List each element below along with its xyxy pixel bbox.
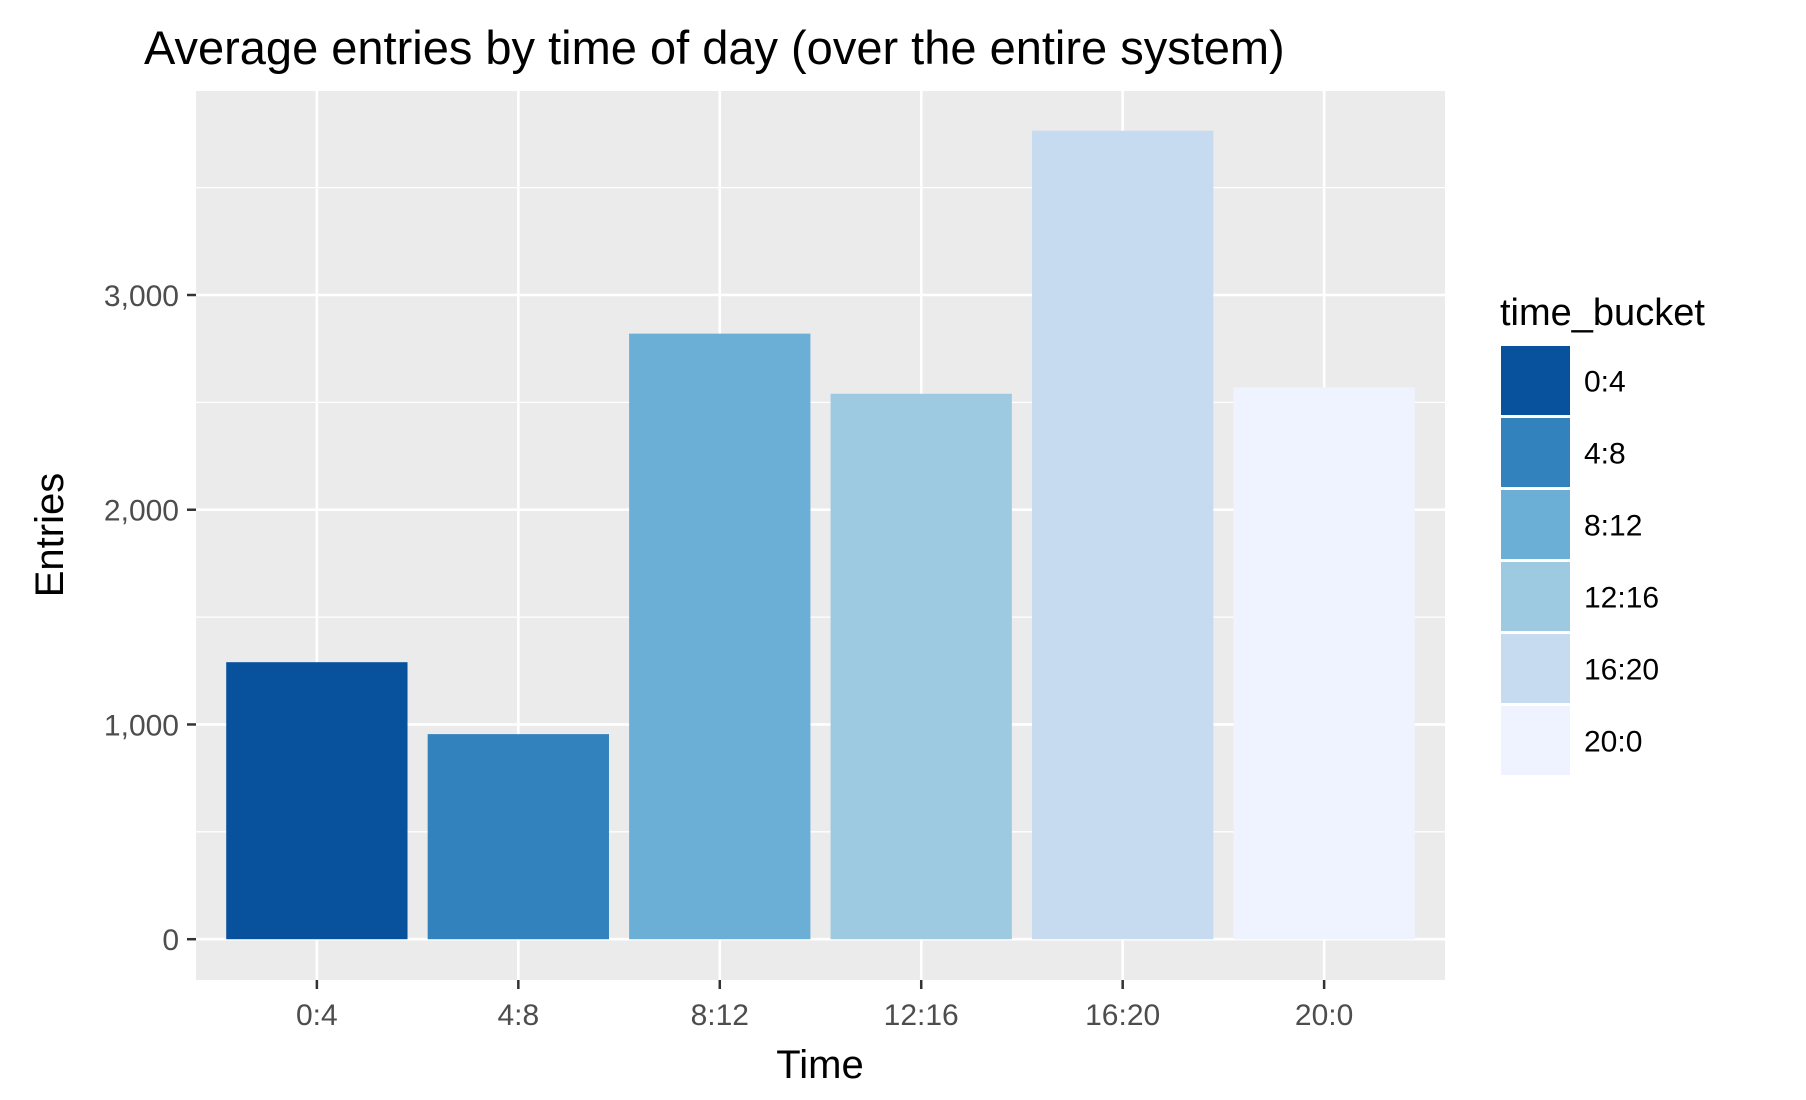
y-tick-label-3: 3,000 <box>104 280 179 313</box>
legend-label-0: 0:4 <box>1584 366 1626 399</box>
x-tick-label-0: 0:4 <box>296 999 338 1032</box>
legend-key-5 <box>1501 706 1570 775</box>
bar-3 <box>830 393 1012 940</box>
bar-1 <box>427 734 609 940</box>
legend-key-4 <box>1501 634 1570 703</box>
y-tick-label-1: 1,000 <box>104 709 179 742</box>
x-tick-label-2: 8:12 <box>691 999 749 1032</box>
bar-0 <box>226 662 408 940</box>
legend-label-2: 8:12 <box>1584 510 1642 543</box>
x-tick-label-4: 16:20 <box>1085 999 1160 1032</box>
legend-key-3 <box>1501 562 1570 631</box>
x-tick-label-1: 4:8 <box>497 999 539 1032</box>
bar-5 <box>1233 387 1415 940</box>
legend-label-5: 20:0 <box>1584 726 1642 759</box>
legend-key-2 <box>1501 490 1570 559</box>
bar-4 <box>1032 130 1214 940</box>
legend-title: time_bucket <box>1500 292 1705 334</box>
x-tick-label-5: 20:0 <box>1295 999 1353 1032</box>
x-axis: 0:4 4:8 8:12 12:16 16:20 20:0 <box>296 980 1353 1032</box>
legend: time_bucket 0:4 4:8 8:12 12:16 16:20 20:0 <box>1500 292 1705 775</box>
y-tick-label-2: 2,000 <box>104 495 179 528</box>
x-axis-title: Time <box>776 1043 863 1087</box>
bar-2 <box>629 333 811 940</box>
y-tick-label-0: 0 <box>162 924 179 957</box>
x-tick-label-3: 12:16 <box>884 999 959 1032</box>
legend-label-3: 12:16 <box>1584 582 1659 615</box>
legend-label-4: 16:20 <box>1584 654 1659 687</box>
y-axis: 0 1,000 2,000 3,000 <box>104 280 196 957</box>
bars <box>226 130 1415 940</box>
legend-label-1: 4:8 <box>1584 438 1626 471</box>
legend-key-1 <box>1501 418 1570 487</box>
legend-key-0 <box>1501 346 1570 415</box>
y-axis-title: Entries <box>28 473 72 598</box>
chart-title: Average entries by time of day (over the… <box>144 21 1285 74</box>
